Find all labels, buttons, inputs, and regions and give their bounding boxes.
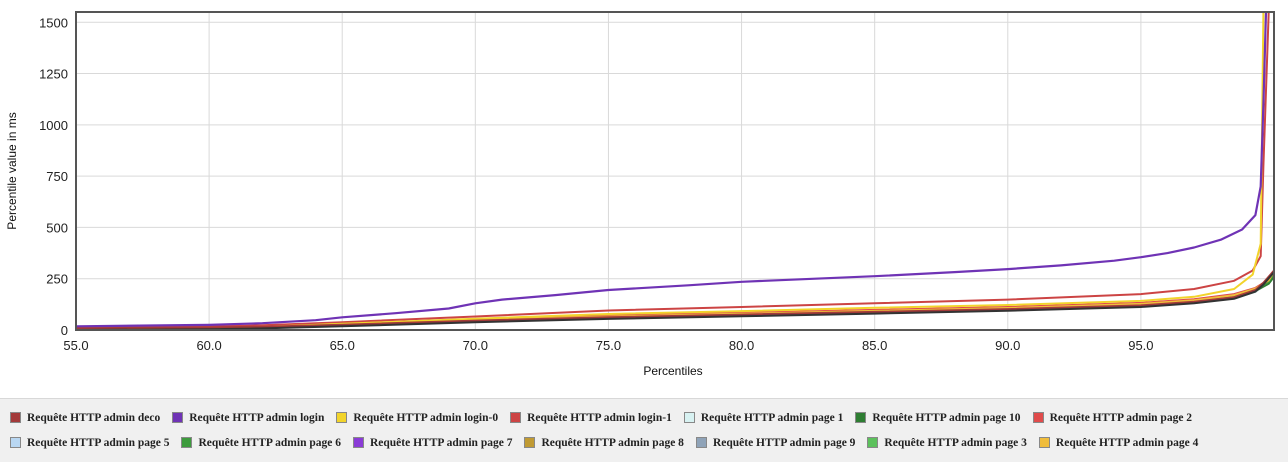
legend-item[interactable]: Requête HTTP admin page 6 — [181, 436, 341, 449]
legend-swatch — [855, 412, 867, 423]
legend-label: Requête HTTP admin page 3 — [884, 436, 1027, 449]
chart-legend: Requête HTTP admin deco Requête HTTP admi… — [0, 398, 1288, 462]
percentile-chart: 55.0 60.0 65.0 70.0 75.0 80.0 85.0 90.0 95.0 0 25… — [5, 11, 1275, 378]
legend-item[interactable]: Requête HTTP admin login-1 — [510, 412, 672, 424]
legend-label: Requête HTTP admin page 5 — [27, 436, 170, 449]
legend-label: Requête HTTP admin login — [189, 411, 325, 424]
legend-label: Requête HTTP admin page 8 — [541, 436, 684, 449]
x-tick-label: 60.0 — [196, 338, 221, 353]
legend-item[interactable]: Requête HTTP admin login-0 — [336, 412, 498, 424]
x-tick-label: 55.0 — [63, 338, 88, 353]
y-tick-label: 500 — [46, 220, 68, 235]
x-tick-label: 80.0 — [729, 338, 754, 353]
plot-border — [75, 11, 1275, 331]
legend-swatch — [524, 437, 536, 448]
x-axis-ticks: 55.0 60.0 65.0 70.0 75.0 80.0 85.0 90.0 95.0 — [63, 338, 1153, 353]
legend-item[interactable]: Requête HTTP admin page 5 — [10, 437, 169, 449]
x-tick-label: 70.0 — [463, 338, 488, 353]
legend-label: Requête HTTP admin login-0 — [353, 411, 499, 424]
legend-item[interactable]: Requête HTTP admin deco — [10, 412, 160, 424]
series-line-0-shadow — [76, 271, 1274, 330]
legend-item[interactable]: Requête HTTP admin page 3 — [867, 436, 1027, 449]
y-tick-label: 1250 — [39, 67, 68, 82]
legend-item[interactable]: Requête HTTP admin page 7 — [352, 436, 513, 449]
legend-item[interactable]: Requête HTTP admin page 4 — [1038, 436, 1199, 449]
x-tick-label: 85.0 — [862, 338, 887, 353]
legend-label: Requête HTTP admin page 9 — [712, 436, 856, 449]
legend-swatch — [181, 437, 193, 448]
legend-label: Requête HTTP admin page 10 — [872, 411, 1021, 424]
legend-label: Requête HTTP admin login-1 — [527, 411, 672, 424]
legend-label: Requête HTTP admin page 4 — [1055, 436, 1199, 449]
x-tick-label: 75.0 — [596, 338, 621, 353]
legend-item[interactable]: Requête HTTP admin login — [172, 412, 324, 424]
x-axis-title: Percentiles — [643, 364, 702, 378]
plot-background — [76, 12, 1274, 330]
y-tick-label: 750 — [46, 169, 68, 184]
series-line-0 — [76, 269, 1274, 330]
legend-swatch — [510, 412, 522, 423]
legend-item[interactable]: Requête HTTP admin page 2 — [1032, 411, 1193, 424]
legend-swatch — [867, 437, 879, 448]
y-tick-label: 1500 — [39, 15, 68, 30]
legend-swatch — [683, 412, 695, 423]
legend-item[interactable]: Requête HTTP admin page 8 — [524, 436, 684, 449]
legend-swatch — [1038, 437, 1050, 448]
legend-label: Requête HTTP admin page 2 — [1049, 411, 1193, 424]
legend-swatch — [695, 437, 707, 448]
series-lines — [76, 12, 1274, 330]
legend-label: Requête HTTP admin page 7 — [369, 436, 513, 449]
legend-swatch — [352, 437, 364, 448]
y-tick-label: 0 — [61, 323, 68, 338]
legend-label: Requête HTTP admin page 6 — [198, 436, 341, 449]
legend-label: Requête HTTP admin page 1 — [700, 411, 844, 424]
y-axis-ticks: 0 250 500 750 1000 1250 1500 — [39, 15, 68, 338]
legend-swatch — [336, 412, 348, 423]
y-axis-title: Percentile value in ms — [5, 112, 19, 229]
legend-row-2: Requête HTTP admin page 5 Requête HTTP ad… — [10, 435, 1210, 451]
legend-row-1: Requête HTTP admin deco Requête HTTP admi… — [10, 410, 1204, 426]
legend-item[interactable]: Requête HTTP admin page 9 — [695, 436, 856, 449]
legend-label: Requête HTTP admin deco — [27, 411, 161, 424]
legend-swatch — [172, 412, 184, 423]
x-tick-label: 90.0 — [995, 338, 1020, 353]
legend-swatch — [1032, 412, 1044, 423]
series-line-1 — [76, 12, 1268, 328]
legend-swatch — [10, 412, 21, 423]
legend-item[interactable]: Requête HTTP admin page 10 — [855, 411, 1021, 424]
legend-swatch — [10, 437, 21, 448]
y-tick-label: 250 — [46, 272, 68, 287]
legend-item[interactable]: Requête HTTP admin page 1 — [683, 411, 844, 424]
x-tick-label: 95.0 — [1128, 338, 1153, 353]
x-tick-label: 65.0 — [330, 338, 355, 353]
y-tick-label: 1000 — [39, 118, 68, 133]
